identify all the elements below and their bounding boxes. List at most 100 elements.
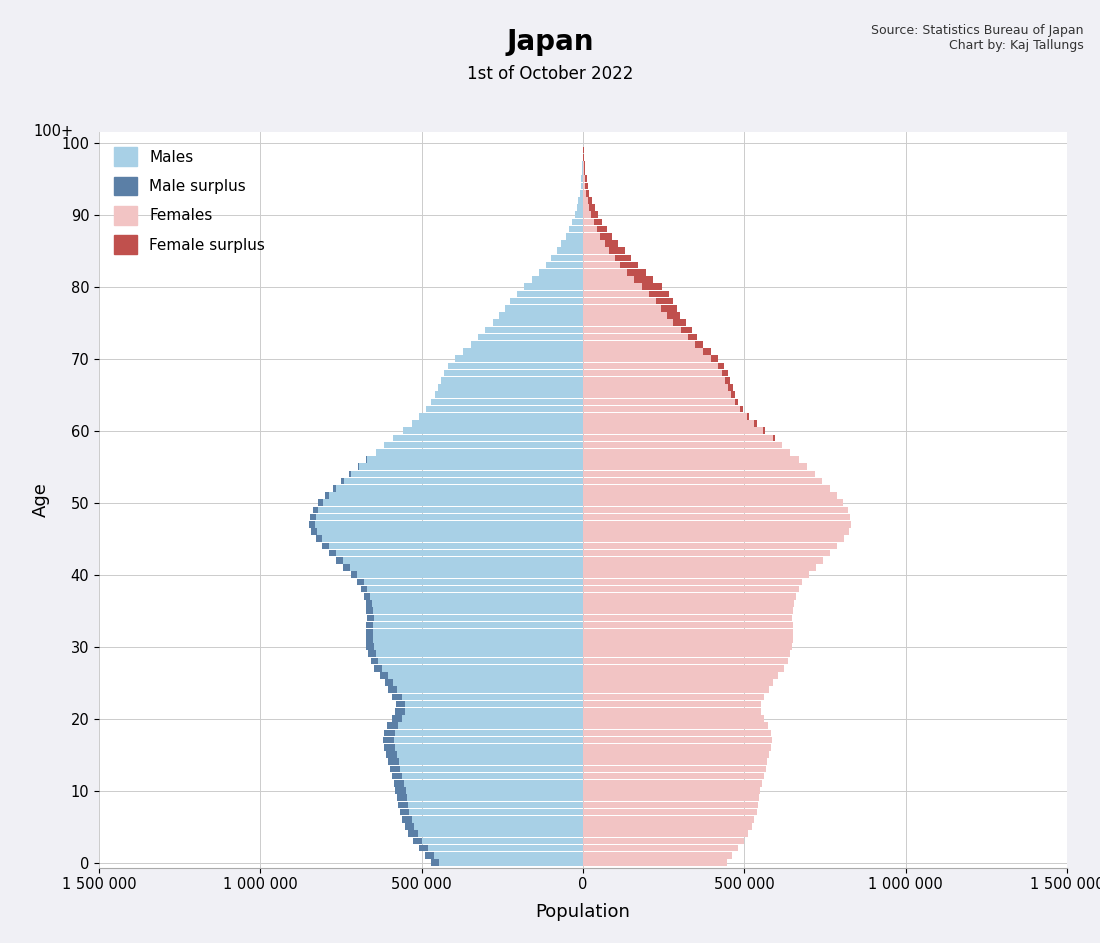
Bar <box>583 391 730 398</box>
Bar <box>773 435 774 441</box>
Bar <box>582 175 583 182</box>
Bar <box>574 211 583 218</box>
Bar <box>583 197 587 204</box>
Bar <box>309 521 316 527</box>
Bar <box>402 694 583 701</box>
Bar <box>583 240 605 247</box>
Text: 100+: 100+ <box>34 124 74 140</box>
Bar <box>438 384 583 390</box>
Bar <box>583 716 764 722</box>
Bar <box>426 852 433 859</box>
Bar <box>594 219 602 225</box>
Bar <box>583 615 792 621</box>
Bar <box>583 356 712 362</box>
Bar <box>395 730 583 736</box>
Bar <box>399 809 409 816</box>
Bar <box>399 758 583 765</box>
Bar <box>367 456 583 463</box>
Bar <box>583 845 738 852</box>
Bar <box>350 564 583 571</box>
Bar <box>358 463 359 470</box>
Bar <box>373 629 583 636</box>
Bar <box>649 290 669 297</box>
Bar <box>343 564 350 571</box>
Bar <box>383 665 583 671</box>
Bar <box>317 528 583 535</box>
Bar <box>386 752 397 758</box>
Bar <box>583 859 727 866</box>
Bar <box>735 399 738 405</box>
Bar <box>361 586 367 592</box>
Bar <box>546 262 583 269</box>
Bar <box>740 405 744 412</box>
Bar <box>583 269 627 275</box>
Bar <box>356 578 364 586</box>
Bar <box>583 651 791 657</box>
Bar <box>436 391 583 398</box>
X-axis label: Population: Population <box>536 903 630 921</box>
Bar <box>371 657 378 664</box>
Bar <box>583 435 773 441</box>
Bar <box>322 542 329 549</box>
Bar <box>384 744 395 751</box>
Bar <box>583 528 849 535</box>
Bar <box>634 276 653 283</box>
Bar <box>586 190 590 196</box>
Bar <box>532 276 583 283</box>
Bar <box>723 370 728 376</box>
Bar <box>366 621 373 628</box>
Bar <box>412 837 422 844</box>
Bar <box>448 363 583 370</box>
Bar <box>583 852 733 859</box>
Bar <box>583 320 673 326</box>
Bar <box>323 500 583 506</box>
Bar <box>583 183 585 190</box>
Bar <box>414 823 583 830</box>
Bar <box>402 773 583 780</box>
Bar <box>583 276 634 283</box>
Bar <box>583 831 748 837</box>
Bar <box>411 816 583 822</box>
Bar <box>581 183 583 190</box>
Bar <box>569 226 583 233</box>
Bar <box>627 269 646 275</box>
Bar <box>374 643 583 650</box>
Bar <box>351 471 583 477</box>
Bar <box>406 787 583 794</box>
Text: Japan: Japan <box>506 28 594 57</box>
Bar <box>583 506 848 513</box>
Bar <box>388 672 583 679</box>
Bar <box>583 758 767 765</box>
Bar <box>583 326 681 333</box>
Bar <box>583 463 807 470</box>
Bar <box>341 478 343 485</box>
Bar <box>583 679 772 686</box>
Bar <box>583 363 718 370</box>
Bar <box>584 168 585 174</box>
Bar <box>318 506 583 513</box>
Bar <box>730 391 735 398</box>
Bar <box>388 758 399 765</box>
Bar <box>411 421 583 427</box>
Bar <box>620 262 638 269</box>
Bar <box>396 701 405 707</box>
Bar <box>397 794 407 801</box>
Bar <box>755 421 757 427</box>
Bar <box>557 247 583 254</box>
Bar <box>681 326 692 333</box>
Bar <box>583 687 769 693</box>
Bar <box>583 205 590 211</box>
Bar <box>342 557 583 564</box>
Bar <box>583 399 735 405</box>
Bar <box>576 205 583 211</box>
Bar <box>388 687 397 693</box>
Bar <box>551 255 583 261</box>
Bar <box>583 219 594 225</box>
Bar <box>367 586 583 592</box>
Bar <box>505 305 583 311</box>
Bar <box>763 427 764 434</box>
Bar <box>402 716 583 722</box>
Bar <box>583 571 808 578</box>
Y-axis label: Age: Age <box>32 483 51 517</box>
Bar <box>383 736 394 743</box>
